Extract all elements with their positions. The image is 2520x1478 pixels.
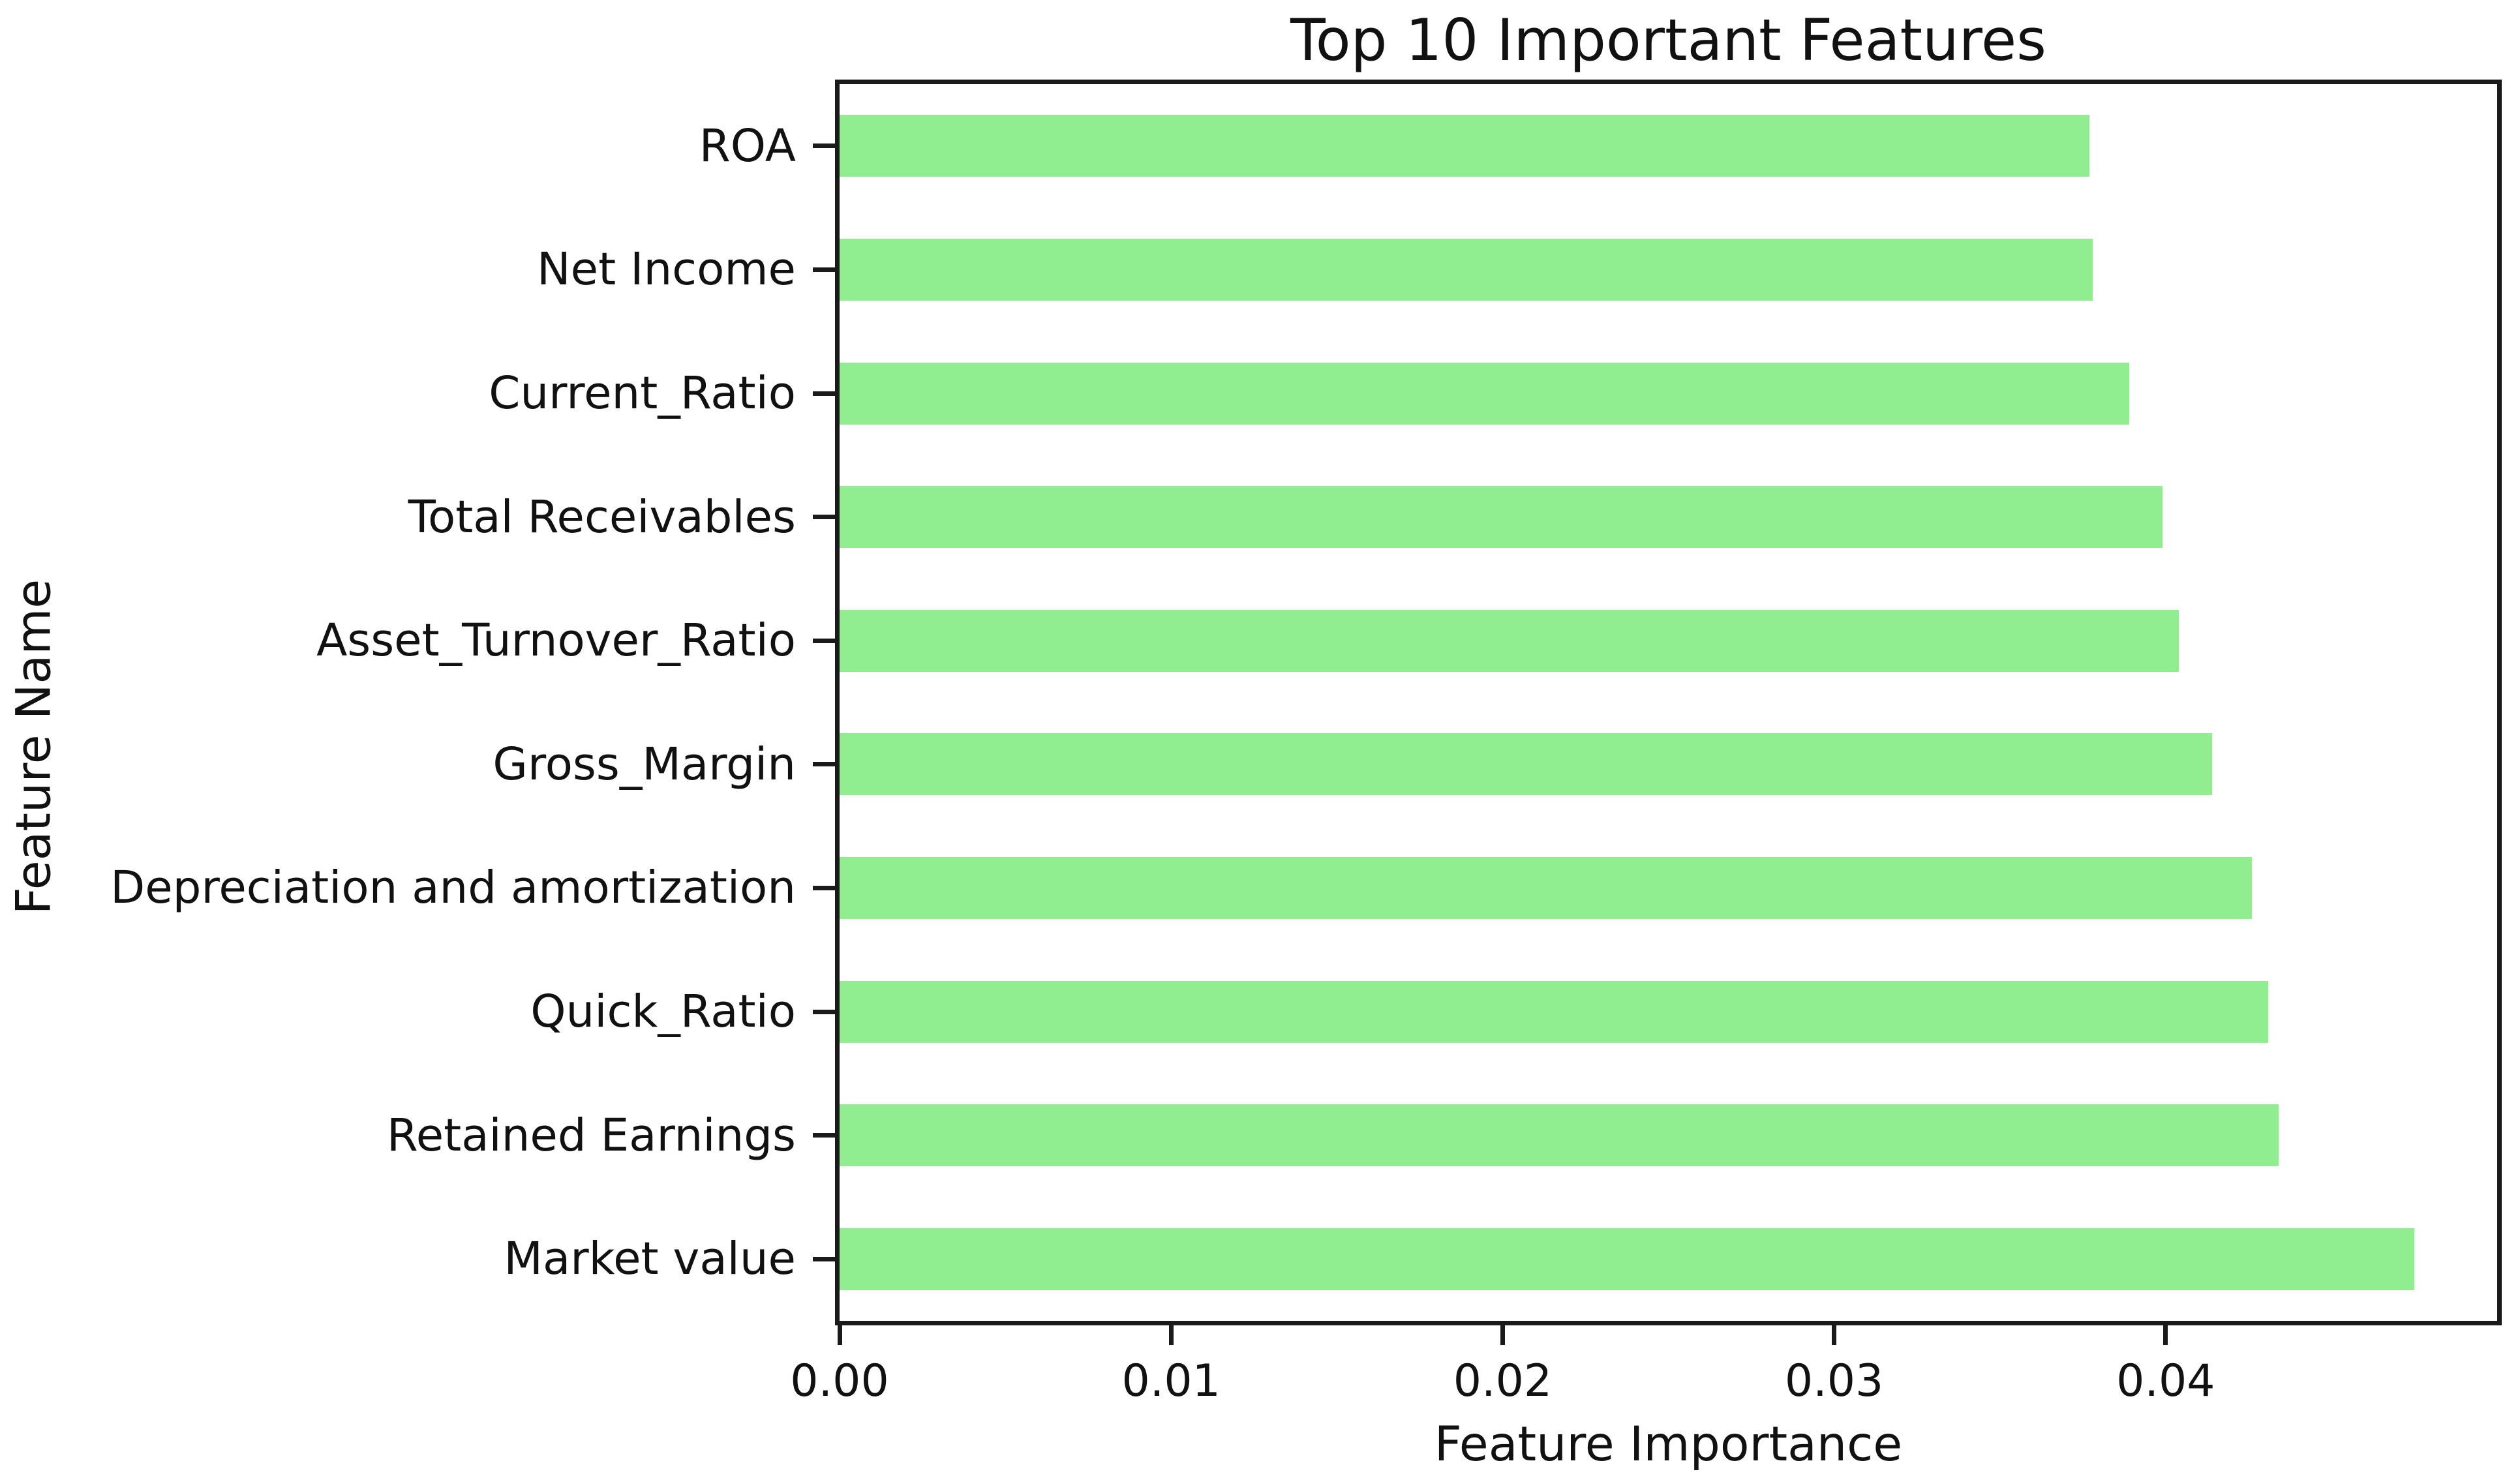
bar-market-value	[840, 1228, 2414, 1290]
bar-total-receivables	[840, 486, 2163, 549]
x-tick-label-0.02: 0.02	[1453, 1355, 1553, 1407]
chart-title: Top 10 Important Features	[1290, 7, 2047, 74]
y-tick-mark	[813, 515, 835, 520]
bar-gross-margin	[840, 733, 2212, 796]
x-tick-label-0.03: 0.03	[1784, 1355, 1884, 1407]
y-tick-mark	[813, 391, 835, 396]
bar-quick-ratio	[840, 980, 2269, 1043]
y-label-net-income: Net Income	[537, 243, 796, 296]
y-tick-mark	[813, 143, 835, 149]
bar-asset-turnover-ratio	[840, 609, 2179, 672]
y-label-gross-margin: Gross_Margin	[493, 738, 796, 791]
bar-depreciation-and-amortization	[840, 856, 2252, 919]
y-label-market-value: Market value	[504, 1233, 796, 1286]
y-tick-mark	[813, 1009, 835, 1014]
x-tick-label-0.01: 0.01	[1121, 1355, 1221, 1407]
bar-current-ratio	[840, 362, 2129, 425]
plot-area	[835, 80, 2502, 1325]
x-axis-title: Feature Importance	[1434, 1417, 1903, 1472]
y-tick-mark	[813, 762, 835, 767]
y-label-total-receivables: Total Receivables	[408, 490, 796, 543]
y-tick-mark	[813, 267, 835, 272]
y-axis-title: Feature Name	[6, 579, 62, 915]
x-tick-mark	[837, 1325, 842, 1345]
x-tick-label-0.00: 0.00	[790, 1355, 889, 1407]
x-tick-mark	[2163, 1325, 2168, 1345]
y-label-current-ratio: Current_Ratio	[489, 367, 796, 419]
y-label-quick-ratio: Quick_Ratio	[530, 986, 796, 1038]
bar-retained-earnings	[840, 1104, 2279, 1167]
x-tick-label-0.04: 0.04	[2116, 1355, 2215, 1407]
y-label-retained-earnings: Retained Earnings	[386, 1109, 796, 1162]
x-tick-mark	[1500, 1325, 1505, 1345]
bar-net-income	[840, 238, 2093, 301]
y-tick-mark	[813, 638, 835, 643]
y-label-roa: ROA	[699, 119, 796, 172]
x-tick-mark	[1832, 1325, 1837, 1345]
x-tick-mark	[1168, 1325, 1174, 1345]
y-label-depreciation-and-amortization: Depreciation and amortization	[110, 862, 796, 914]
y-tick-mark	[813, 885, 835, 890]
y-tick-mark	[813, 1133, 835, 1138]
y-label-asset-turnover-ratio: Asset_Turnover_Ratio	[316, 614, 796, 667]
bar-roa	[840, 115, 2089, 177]
y-tick-mark	[813, 1256, 835, 1261]
